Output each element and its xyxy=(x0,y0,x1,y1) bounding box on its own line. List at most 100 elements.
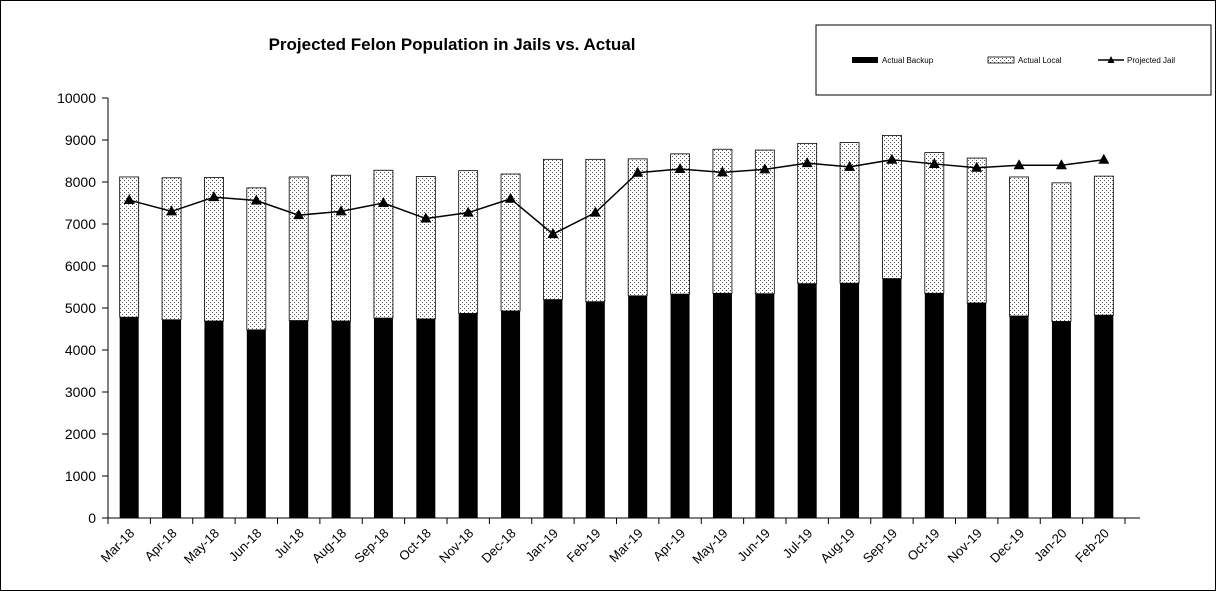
projected-jail-marker xyxy=(632,166,644,177)
bar-actual-backup xyxy=(967,302,987,518)
x-tick-label: Feb-19 xyxy=(564,526,604,566)
x-tick-label: Jan-20 xyxy=(1031,526,1070,565)
x-axis: Mar-18 Apr-18 May-18 Jun-18 Jul-18 Aug-18 Sep-… xyxy=(98,517,1140,567)
x-tick-label: Jun-18 xyxy=(226,526,265,565)
bar-actual-backup xyxy=(246,329,266,518)
bar-actual-local xyxy=(839,142,860,284)
y-tick-label: 7000 xyxy=(65,216,96,232)
x-tick-label: Mar-18 xyxy=(98,526,138,566)
projected-jail-marker xyxy=(123,194,135,205)
bar-actual-local xyxy=(331,174,351,322)
legend: Actual Backup Actual Local Projected Jai… xyxy=(815,24,1212,96)
projected-jail-marker xyxy=(928,157,940,168)
bar-actual-backup xyxy=(755,293,775,518)
bar-actual-local xyxy=(204,176,224,322)
y-tick-label: 9000 xyxy=(65,132,96,148)
x-tick-label: Dec-18 xyxy=(478,526,518,566)
y-tick-label: 6000 xyxy=(65,258,96,274)
projected-jail-marker xyxy=(844,160,856,171)
bar-actual-backup xyxy=(1051,321,1071,518)
bar-actual-local xyxy=(924,152,945,294)
x-tick-label: Jun-19 xyxy=(734,526,773,565)
bar-actual-local xyxy=(288,176,309,322)
bar-actual-backup xyxy=(416,318,436,518)
bar-actual-local xyxy=(458,170,479,314)
x-tick-label: Dec-19 xyxy=(987,526,1027,566)
bar-actual-local xyxy=(246,187,267,331)
x-tick-label: Apr-18 xyxy=(141,526,179,564)
bar-actual-local xyxy=(627,158,648,297)
x-tick-label: May-19 xyxy=(689,526,730,567)
legend-swatch-actual-backup xyxy=(852,57,878,63)
bar-actual-backup xyxy=(840,283,860,518)
bar-actual-backup xyxy=(204,321,224,518)
bar-actual-backup xyxy=(119,317,139,518)
projected-jail-marker xyxy=(759,163,771,174)
x-tick-label: Jul-19 xyxy=(780,526,816,562)
y-tick-label: 0 xyxy=(88,510,96,526)
y-tick-label: 4000 xyxy=(65,342,96,358)
bar-actual-backup xyxy=(373,318,393,518)
bar-actual-local xyxy=(670,153,690,295)
bar-actual-backup xyxy=(458,313,478,518)
x-tick-label: Oct-19 xyxy=(904,526,942,564)
projected-jail-marker xyxy=(547,228,559,239)
y-axis: 0 1000 2000 3000 4000 5000 6000 7000 8000 9000 100… xyxy=(57,90,109,526)
bar-actual-backup xyxy=(797,283,817,518)
bar-actual-backup xyxy=(1094,315,1114,518)
bar-actual-local xyxy=(754,149,775,295)
legend-label-projected-jail: Projected Jail xyxy=(1127,56,1175,65)
x-tick-label: Apr-19 xyxy=(650,526,688,564)
projected-jail-marker xyxy=(801,157,813,168)
bar-actual-backup xyxy=(585,301,605,518)
y-tick-label: 2000 xyxy=(65,426,96,442)
bar-actual-backup xyxy=(162,319,182,518)
bar-actual-local xyxy=(1009,176,1029,317)
bar-actual-local xyxy=(1051,182,1072,322)
projected-jail-marker xyxy=(1013,159,1025,170)
bar-actual-local xyxy=(882,134,902,280)
bar-actual-local xyxy=(161,177,182,321)
x-tick-label: Aug-19 xyxy=(817,526,857,566)
y-tick-label: 10000 xyxy=(57,90,96,106)
x-tick-label: Sep-19 xyxy=(860,526,900,566)
bar-actual-local xyxy=(119,176,140,318)
bar-actual-local xyxy=(1093,175,1114,316)
chart-title: Projected Felon Population in Jails vs. … xyxy=(269,35,636,54)
y-tick-label: 5000 xyxy=(65,300,96,316)
y-tick-label: 3000 xyxy=(65,384,96,400)
projected-jail-marker xyxy=(971,161,983,172)
y-tick-label: 1000 xyxy=(65,468,96,484)
y-tick-label: 8000 xyxy=(65,174,96,190)
bar-actual-local xyxy=(415,176,436,320)
projected-jail-marker xyxy=(250,194,262,205)
x-tick-label: Nov-19 xyxy=(945,526,985,566)
projected-jail-marker xyxy=(1098,153,1110,164)
bars xyxy=(119,134,1114,518)
legend-label-actual-backup: Actual Backup xyxy=(882,56,934,65)
projected-jail-marker xyxy=(293,209,305,220)
x-tick-label: Feb-20 xyxy=(1072,526,1112,566)
bar-actual-local xyxy=(500,173,521,312)
projected-jail-marker xyxy=(208,191,220,202)
projected-jail-marker xyxy=(462,206,474,217)
projected-jail-marker xyxy=(166,205,178,216)
bar-actual-backup xyxy=(501,310,521,518)
bar-actual-backup xyxy=(331,321,351,518)
projected-jail-marker xyxy=(505,192,517,203)
projected-jail-marker xyxy=(589,206,601,217)
legend-swatch-actual-local xyxy=(987,56,1015,64)
x-tick-label: Aug-18 xyxy=(309,526,349,566)
legend-label-actual-local: Actual Local xyxy=(1018,56,1062,65)
bar-actual-local xyxy=(373,169,394,319)
bar-actual-backup xyxy=(628,295,648,518)
x-tick-label: Sep-18 xyxy=(351,526,391,566)
bar-actual-backup xyxy=(670,294,690,518)
bar-actual-local xyxy=(797,142,818,285)
bar-actual-backup xyxy=(289,320,309,518)
legend-marker-projected-jail xyxy=(1107,56,1115,63)
bar-actual-backup xyxy=(1009,315,1029,518)
projected-jail-marker xyxy=(420,212,432,223)
projected-jail-line xyxy=(128,158,1104,235)
bar-actual-local xyxy=(712,148,733,294)
